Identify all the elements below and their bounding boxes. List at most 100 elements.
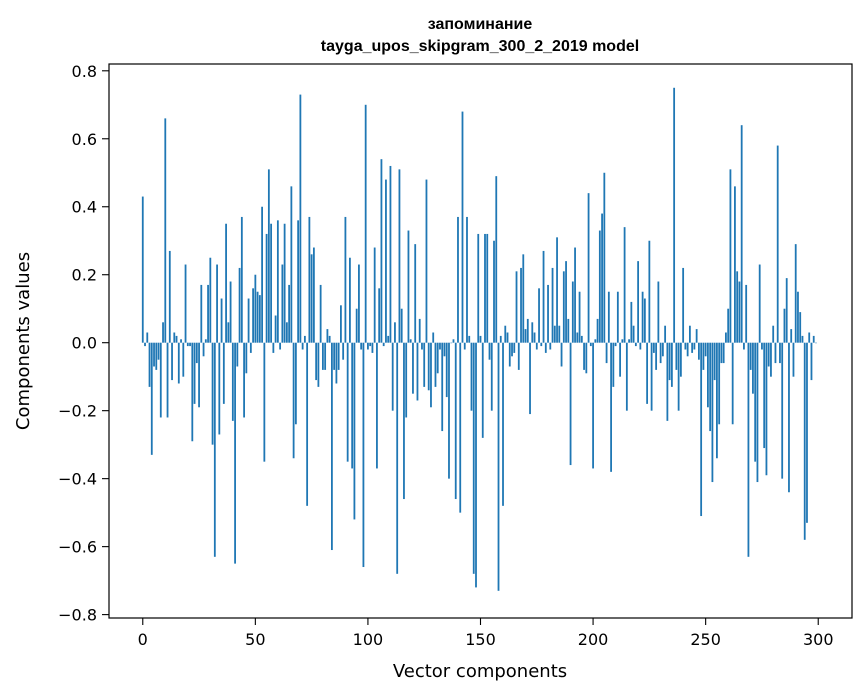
bar [157, 342, 160, 360]
bar [720, 342, 723, 364]
bar [619, 342, 621, 377]
bar [461, 111, 464, 343]
bar [319, 284, 322, 343]
bar [502, 342, 504, 506]
bar [331, 342, 333, 551]
bar [418, 318, 421, 343]
bar [283, 223, 286, 343]
bar [297, 220, 300, 343]
bar [425, 179, 428, 343]
bar [479, 335, 482, 343]
bar [389, 165, 392, 343]
bar [797, 291, 799, 343]
bar [308, 216, 311, 343]
bar [632, 325, 635, 343]
bar [806, 342, 808, 523]
bar [265, 233, 268, 343]
bar [531, 322, 534, 343]
bar [637, 261, 640, 343]
bar [398, 169, 401, 343]
bar [355, 308, 358, 343]
bar [412, 342, 414, 394]
bar [168, 250, 171, 343]
bar [623, 227, 626, 343]
bar [144, 342, 146, 347]
bar [670, 342, 673, 387]
bar [472, 342, 475, 574]
bar [195, 342, 198, 364]
bar [335, 342, 338, 384]
x-axis-ticks: 0 50 100 150 200 250 300 [138, 618, 834, 649]
bar [256, 291, 259, 343]
bar [317, 342, 320, 387]
bar [358, 264, 360, 343]
bar [679, 342, 682, 377]
bar [783, 308, 786, 343]
bar [702, 342, 705, 370]
bar [337, 342, 340, 370]
bar [488, 342, 491, 360]
bar [470, 342, 473, 411]
bar [630, 301, 633, 343]
bar [524, 329, 527, 343]
bar [281, 264, 284, 343]
bar [403, 342, 405, 500]
bar [558, 325, 561, 343]
bar [227, 322, 230, 343]
bar [481, 342, 484, 438]
bar [695, 329, 698, 343]
bar [294, 342, 297, 425]
bar [342, 342, 345, 360]
bar [240, 216, 243, 343]
bar [236, 342, 239, 367]
chart-title-line-2: tayga_upos_skipgram_300_2_2019 model [321, 38, 639, 55]
bar [738, 281, 741, 343]
bar [533, 332, 536, 343]
bar [711, 342, 714, 483]
y-tick-label: 0.2 [72, 266, 97, 285]
bar [788, 342, 790, 493]
bar [754, 342, 757, 462]
bar [551, 267, 554, 343]
bar [394, 322, 396, 343]
bar [756, 342, 759, 483]
bar [515, 271, 518, 343]
bar [222, 342, 225, 404]
bar [522, 254, 525, 343]
bar [734, 186, 736, 343]
bar [434, 342, 437, 387]
y-axis-ticks: 0.8 0.6 0.4 0.2 0.0 −0.2 −0.4 −0.6 −0.8 [58, 62, 109, 625]
bar [391, 342, 394, 411]
bar [747, 342, 750, 557]
bar [405, 342, 408, 418]
bar [324, 342, 327, 370]
bar [207, 284, 209, 343]
bar [707, 342, 709, 408]
bar [646, 342, 649, 404]
bar [441, 342, 444, 432]
bar [803, 342, 806, 540]
x-tick-label: 200 [578, 630, 609, 649]
bar [362, 342, 365, 568]
bar [607, 291, 610, 343]
bar [344, 216, 347, 343]
bar [376, 342, 378, 469]
bar [684, 342, 687, 350]
bar [353, 342, 356, 520]
bar [380, 159, 383, 343]
bar [216, 264, 218, 343]
bar [249, 342, 252, 353]
bar [310, 254, 313, 343]
bar [526, 318, 529, 343]
bar [792, 342, 795, 377]
x-tick-label: 0 [138, 630, 148, 649]
bar [565, 261, 567, 343]
bar [761, 342, 763, 350]
bar [614, 342, 617, 347]
bar [495, 176, 498, 343]
bar [668, 342, 671, 381]
bar [589, 342, 592, 347]
bar [594, 339, 597, 343]
bar [659, 342, 662, 364]
bar [767, 342, 770, 367]
